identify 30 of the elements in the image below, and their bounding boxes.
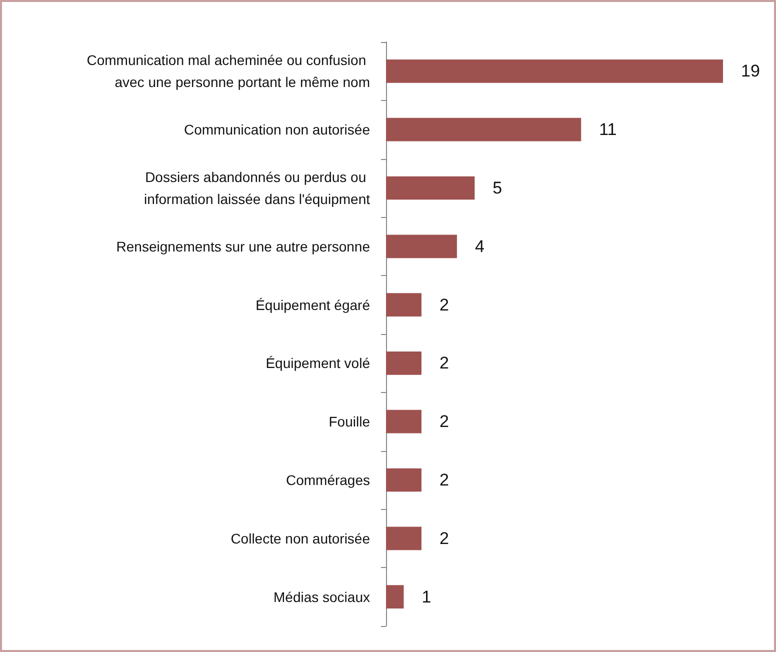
bar	[386, 118, 582, 142]
y-tick-label: Communication mal acheminée ou confusion avec une personne portant le même nom	[86, 52, 370, 90]
bar	[386, 468, 422, 492]
bar	[386, 293, 422, 316]
data-label: 2	[439, 412, 449, 432]
bar	[386, 60, 723, 83]
data-label: 2	[439, 470, 449, 490]
data-label: 2	[439, 354, 449, 373]
y-tick-label: Communication non autorisée	[184, 122, 370, 138]
data-label: 11	[599, 120, 617, 140]
bar	[386, 352, 422, 375]
y-tick-label: Médias sociaux	[274, 588, 370, 605]
y-tick-label: Fouille	[328, 414, 370, 430]
bar	[386, 176, 475, 200]
bar	[386, 526, 422, 550]
y-tick-label: Collecte non autorisée	[230, 530, 370, 546]
data-label: 19	[741, 62, 760, 81]
y-tick-label: Équipement égaré	[256, 296, 370, 313]
y-tick-label: Commérages	[286, 472, 370, 488]
bar	[386, 585, 404, 608]
data-label: 2	[439, 528, 449, 548]
bar	[386, 234, 457, 258]
data-label: 4	[474, 236, 484, 256]
data-label: 2	[439, 295, 449, 314]
y-tick-label: Renseignements sur une autre personne	[116, 238, 370, 254]
bar	[386, 410, 422, 434]
y-tick-label: Dossiers abandonnés ou perdus ou information laissée dans l'équipment	[144, 169, 370, 207]
data-label: 1	[422, 587, 432, 606]
y-tick-label: Équipement volé	[266, 355, 370, 372]
data-label: 5	[492, 178, 502, 198]
